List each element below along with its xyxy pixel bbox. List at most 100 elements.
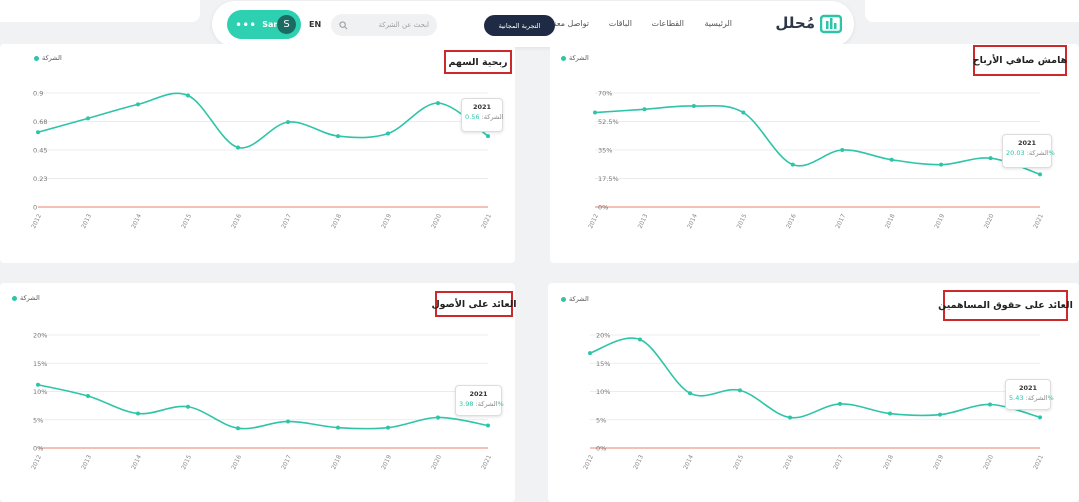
data-point[interactable] — [186, 93, 190, 98]
data-point[interactable] — [36, 382, 40, 387]
user-name: Sam 7 — [262, 20, 290, 29]
data-point[interactable] — [286, 120, 290, 125]
nav-link-home[interactable]: الرئيسية — [704, 19, 732, 28]
data-point[interactable] — [790, 162, 795, 167]
data-point[interactable] — [939, 162, 944, 167]
tooltip-value: 20.03% — [1006, 149, 1055, 157]
data-point[interactable] — [236, 426, 240, 431]
data-point[interactable] — [86, 394, 90, 399]
chart-legend: الشركة — [34, 54, 62, 62]
data-point[interactable] — [838, 401, 842, 406]
data-point[interactable] — [136, 102, 140, 107]
more-icon: ••• — [235, 17, 257, 32]
legend-label: الشركة — [569, 54, 589, 62]
data-point[interactable] — [688, 391, 692, 396]
y-tick-label: 0 — [33, 204, 37, 212]
nav-link-sectors[interactable]: القطاعات — [651, 19, 684, 28]
data-point[interactable] — [741, 110, 746, 115]
search-input[interactable]: ابحث عن الشركة — [378, 21, 429, 29]
tooltip-year: 2021 — [472, 103, 492, 111]
y-tick-label: 5% — [33, 416, 43, 424]
data-point[interactable] — [386, 131, 390, 136]
chart-legend: الشركة — [561, 295, 589, 303]
chart-tooltip-roe: 2021 الشركة: 5.43% — [1005, 379, 1054, 410]
data-point[interactable] — [436, 101, 440, 106]
data-point[interactable] — [486, 134, 490, 139]
y-tick-label: 0.23 — [33, 175, 47, 183]
tooltip-label: الشركة: — [1025, 394, 1048, 402]
x-tick-label: 2014 — [682, 454, 695, 471]
data-point[interactable] — [788, 415, 792, 420]
search-box[interactable]: ابحث عن الشركة — [331, 14, 437, 36]
data-point[interactable] — [889, 157, 894, 162]
data-point[interactable] — [888, 411, 892, 416]
data-point[interactable] — [1038, 415, 1042, 420]
chart-title-roe: العائد على حقوق المساهمين — [938, 290, 1073, 321]
legend-dot — [12, 295, 17, 301]
y-tick-label: 10% — [33, 388, 47, 396]
chart-tooltip-roa: 2021 الشركة: 3.98% — [455, 385, 504, 416]
data-point[interactable] — [988, 156, 993, 161]
user-menu-button[interactable]: ••• Sam 7 S — [227, 10, 301, 39]
data-point[interactable] — [386, 425, 390, 430]
y-tick-label: 0% — [598, 204, 608, 212]
tooltip-year: 2021 — [1017, 139, 1037, 147]
legend-label: الشركة — [20, 294, 40, 302]
data-point[interactable] — [136, 411, 140, 416]
data-point[interactable] — [336, 134, 340, 139]
data-point[interactable] — [638, 337, 642, 342]
chart-card-eps — [0, 44, 515, 263]
nav-link-contact[interactable]: تواصل معنا — [552, 19, 589, 28]
tooltip-value: 0.56 — [465, 113, 480, 121]
data-point[interactable] — [691, 104, 696, 109]
data-point[interactable] — [86, 116, 90, 121]
data-point[interactable] — [36, 130, 40, 135]
x-tick-label: 2017 — [832, 454, 845, 471]
legend-dot — [34, 55, 39, 61]
data-point[interactable] — [436, 415, 440, 420]
nav-link-plans[interactable]: الباقات — [608, 19, 632, 28]
chart-tooltip-eps: 2021 الشركة: 0.56 — [461, 98, 504, 132]
tooltip-label: الشركة: — [475, 400, 498, 408]
logo-icon — [820, 14, 842, 34]
data-point[interactable] — [642, 107, 647, 112]
y-tick-label: 0% — [596, 445, 606, 453]
data-point[interactable] — [486, 423, 490, 428]
y-tick-label: 10% — [596, 388, 610, 396]
x-tick-label: 2016 — [782, 454, 795, 471]
y-tick-label: 20% — [33, 332, 47, 340]
data-point[interactable] — [588, 351, 592, 356]
logo[interactable]: مُحلل — [775, 12, 842, 34]
data-point[interactable] — [738, 388, 742, 393]
data-point[interactable] — [1038, 172, 1042, 177]
x-tick-label: 2015 — [732, 454, 745, 471]
chart-title-roa: العائد على الأصول — [431, 291, 517, 317]
search-icon — [339, 20, 348, 29]
series-line — [37, 383, 489, 430]
legend-label: الشركة — [42, 54, 62, 62]
data-point[interactable] — [593, 110, 597, 115]
series-line — [37, 92, 489, 149]
chart-legend: الشركة — [561, 54, 589, 62]
tooltip-value-row: الشركة: 20.03% — [1006, 149, 1055, 157]
tooltip-value: 3.98% — [459, 400, 504, 408]
free-trial-button[interactable]: التجربة المجانية — [484, 15, 555, 36]
navbar: مُحلل الرئيسية القطاعات الباقات تواصل مع… — [212, 1, 854, 47]
data-point[interactable] — [938, 412, 942, 417]
y-tick-label: 35% — [598, 147, 612, 155]
x-tick-label: 2013 — [632, 454, 645, 471]
y-tick-label: 5% — [596, 416, 606, 424]
data-point[interactable] — [840, 148, 845, 152]
data-point[interactable] — [186, 404, 190, 409]
data-point[interactable] — [236, 145, 240, 150]
data-point[interactable] — [286, 419, 290, 424]
data-point[interactable] — [988, 402, 992, 407]
y-tick-label: 0.68 — [33, 118, 47, 126]
data-point[interactable] — [336, 425, 340, 430]
x-tick-label: 2019 — [932, 454, 945, 471]
y-tick-label: 0.45 — [33, 147, 47, 155]
language-toggle[interactable]: EN — [309, 20, 322, 29]
